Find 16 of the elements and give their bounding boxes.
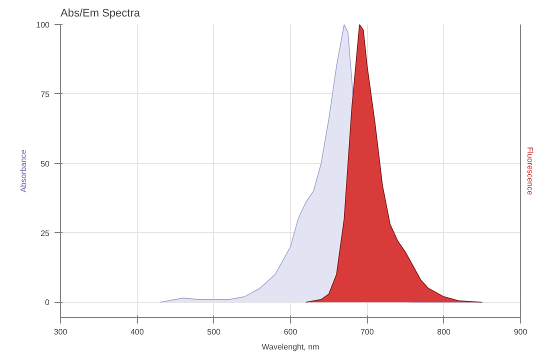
x-axis-title: Wavelenght, nm — [262, 342, 320, 352]
x-tick-label: 300 — [54, 328, 68, 336]
y-tick-label: 100 — [36, 20, 50, 30]
chart-title: Abs/Em Spectra — [60, 8, 141, 20]
y-tick-label: 0 — [45, 298, 50, 308]
x-tick-label: 700 — [360, 328, 374, 336]
y-axis-title: Absorbance — [19, 149, 28, 192]
x-tick-label: 600 — [284, 328, 298, 336]
y-tick-label: 75 — [40, 90, 50, 99]
x-tick-label: 800 — [437, 328, 452, 336]
x-tick-label: 900 — [514, 328, 528, 336]
y2-axis-title: Fluorescence — [526, 146, 534, 196]
y-tick-label: 50 — [40, 159, 50, 168]
x-tick-label: 500 — [207, 328, 222, 336]
y-tick-label: 25 — [40, 228, 50, 238]
x-tick-label: 400 — [130, 328, 144, 336]
